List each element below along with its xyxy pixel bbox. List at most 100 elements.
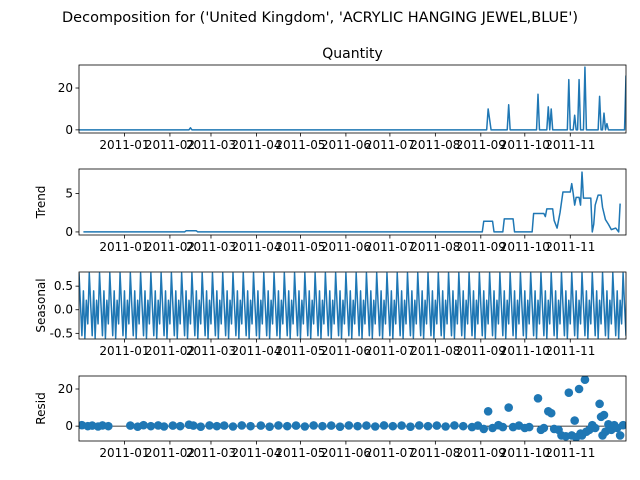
quantity-ytick-label: 20 <box>58 81 73 95</box>
trend-xtick-label: 2011-09 <box>456 240 506 254</box>
trend-xtick-label: 2011-05 <box>275 240 325 254</box>
trend-plot-area <box>83 171 621 233</box>
resid-point <box>256 421 266 430</box>
trend-series-line <box>83 171 621 233</box>
resid-point <box>546 408 556 418</box>
quantity-xtick-label: 2011-06 <box>321 138 371 152</box>
resid-ylabel: Resid <box>34 392 48 424</box>
resid-point <box>237 421 247 430</box>
seasonal-xtick-label: 2011-08 <box>410 344 460 358</box>
resid-xtick-label: 2011-06 <box>321 446 371 460</box>
resid-point <box>326 421 336 430</box>
trend-panel: Trend052011-012011-022011-032011-042011-… <box>34 168 627 254</box>
resid-xtick-label: 2011-02 <box>145 446 195 460</box>
quantity-axes-frame <box>78 64 627 134</box>
resid-point <box>533 393 543 403</box>
resid-point <box>423 421 433 431</box>
resid-point <box>353 421 362 431</box>
quantity-xtick-label: 2011-03 <box>186 138 236 152</box>
seasonal-ytick-label: -0.5 <box>50 326 73 340</box>
seasonal-axes-frame <box>78 271 627 340</box>
quantity-xtick-label: 2011-08 <box>410 138 460 152</box>
trend-axes-frame <box>78 168 627 236</box>
seasonal-xtick-label: 2011-01 <box>99 344 149 358</box>
resid-point <box>205 421 214 430</box>
resid-point <box>274 421 283 430</box>
resid-xtick-label: 2011-10 <box>500 446 550 460</box>
resid-point <box>212 421 222 431</box>
resid-point <box>441 422 450 431</box>
resid-point <box>291 421 301 430</box>
trend-xtick-label: 2011-02 <box>145 240 195 254</box>
resid-point <box>219 421 229 430</box>
trend-xtick-label: 2011-10 <box>500 240 550 254</box>
seasonal-series-line <box>79 272 626 339</box>
seasonal-xtick-label: 2011-04 <box>231 344 281 358</box>
resid-point <box>175 421 185 431</box>
resid-point <box>246 421 255 431</box>
resid-point <box>344 421 354 430</box>
resid-point <box>618 420 626 430</box>
resid-plot-area <box>79 376 626 441</box>
resid-point <box>370 422 380 431</box>
seasonal-xtick-label: 2011-10 <box>500 344 550 358</box>
quantity-plot-area <box>79 66 626 131</box>
trend-ytick-label: 5 <box>65 187 73 201</box>
resid-point <box>126 421 135 430</box>
resid-point <box>159 422 169 431</box>
seasonal-xtick-label: 2011-06 <box>321 344 371 358</box>
resid-point <box>615 431 625 440</box>
resid-point <box>318 421 327 431</box>
seasonal-xtick-label: 2011-05 <box>275 344 325 358</box>
quantity-xtick-label: 2011-09 <box>456 138 506 152</box>
resid-point <box>414 421 424 430</box>
seasonal-ytick-label: 0.5 <box>54 279 73 293</box>
quantity-xtick-label: 2011-05 <box>275 138 325 152</box>
seasonal-xtick-label: 2011-02 <box>145 344 195 358</box>
resid-point <box>574 384 584 394</box>
resid-point <box>595 399 604 409</box>
trend-xtick-label: 2011-03 <box>186 240 236 254</box>
resid-point <box>196 422 206 432</box>
quantity-xtick-label: 2011-11 <box>545 138 595 152</box>
trend-xtick-label: 2011-01 <box>99 240 149 254</box>
resid-xtick-label: 2011-08 <box>410 446 460 460</box>
resid-point <box>388 421 398 431</box>
resid-xtick-label: 2011-07 <box>365 446 415 460</box>
quantity-panel: Quantity0202011-012011-022011-032011-042… <box>58 46 627 152</box>
trend-xtick-label: 2011-08 <box>410 240 460 254</box>
resid-ytick-label: 0 <box>65 419 73 433</box>
trend-xtick-label: 2011-06 <box>321 240 371 254</box>
resid-point <box>504 403 513 412</box>
quantity-xtick-label: 2011-04 <box>231 138 281 152</box>
resid-xtick-label: 2011-11 <box>545 446 595 460</box>
resid-point <box>362 421 371 430</box>
resid-xtick-label: 2011-04 <box>231 446 281 460</box>
resid-point <box>539 423 549 433</box>
resid-point <box>168 421 178 430</box>
seasonal-ylabel: Seasonal <box>34 278 48 332</box>
quantity-xtick-label: 2011-02 <box>145 138 195 152</box>
resid-point <box>570 416 579 425</box>
resid-point <box>479 424 489 434</box>
seasonal-panel: Seasonal-0.50.00.52011-012011-022011-032… <box>34 271 627 358</box>
resid-point <box>406 422 415 432</box>
resid-point <box>498 422 508 432</box>
resid-point <box>458 421 468 431</box>
trend-ytick-label: 0 <box>65 225 73 239</box>
seasonal-plot-area <box>79 272 626 339</box>
resid-point <box>379 421 389 430</box>
quantity-xtick-label: 2011-10 <box>500 138 550 152</box>
seasonal-xtick-label: 2011-09 <box>456 344 506 358</box>
seasonal-ytick-label: 0.0 <box>54 303 73 317</box>
resid-axes-frame <box>78 375 627 442</box>
resid-point <box>139 420 148 430</box>
seasonal-xtick-label: 2011-03 <box>186 344 236 358</box>
resid-xtick-label: 2011-03 <box>186 446 236 460</box>
quantity-title: Quantity <box>322 46 383 62</box>
quantity-xtick-label: 2011-07 <box>365 138 415 152</box>
quantity-xtick-label: 2011-01 <box>99 138 149 152</box>
resid-point <box>300 422 310 431</box>
resid-panel: Resid0202011-012011-022011-032011-042011… <box>34 375 627 460</box>
